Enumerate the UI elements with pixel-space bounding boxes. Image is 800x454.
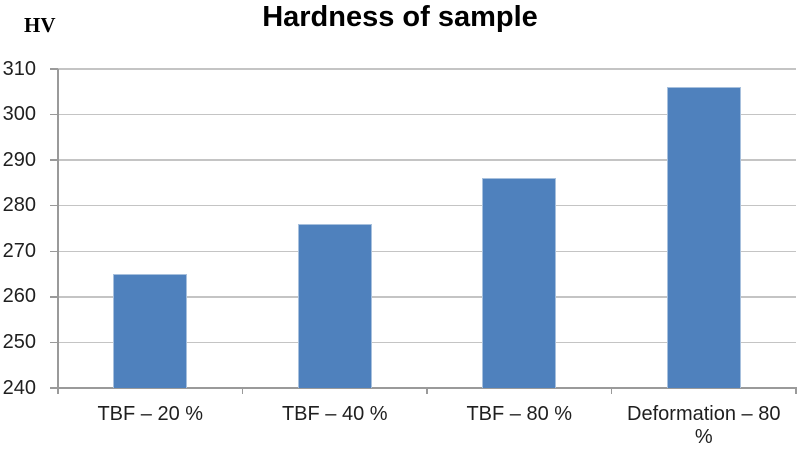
bar-4: [666, 87, 741, 388]
y-tick-label: 270: [2, 239, 36, 262]
bar-2: [297, 223, 372, 388]
y-axis-unit-label: HV: [24, 13, 56, 37]
y-gridline: [58, 250, 796, 253]
y-gridline: [58, 204, 796, 207]
y-tick: [50, 296, 58, 298]
x-category-label: TBF – 20 %: [97, 403, 204, 425]
y-tick-label: 290: [2, 148, 36, 171]
y-gridline: [58, 68, 796, 70]
y-tick-label: 300: [2, 103, 36, 126]
x-tick: [795, 388, 797, 394]
y-tick: [50, 159, 58, 161]
x-tick: [241, 388, 244, 394]
chart-title: Hardness of sample: [262, 1, 538, 33]
y-gridline: [58, 159, 796, 161]
y-tick-label: 310: [2, 57, 36, 80]
y-gridline: [58, 341, 796, 344]
x-axis-line: [50, 387, 797, 389]
x-category-label: TBF – 80 %: [466, 403, 573, 425]
y-gridline: [58, 296, 796, 298]
y-tick-label: 280: [2, 194, 36, 217]
x-tick: [426, 388, 428, 394]
x-tick: [610, 388, 613, 394]
bar-1: [113, 274, 188, 388]
y-gridline: [58, 113, 796, 116]
y-tick-label: 240: [2, 376, 36, 399]
y-tick-label: 250: [2, 330, 36, 353]
y-tick: [50, 250, 58, 253]
y-axis-line: [57, 69, 59, 394]
y-tick: [50, 341, 58, 344]
y-tick-label: 260: [2, 285, 36, 308]
y-tick: [50, 204, 58, 207]
bar-3: [482, 178, 557, 388]
x-category-label: TBF – 40 %: [281, 403, 388, 425]
y-tick: [50, 113, 58, 116]
x-category-label: Deformation – 80 %: [627, 403, 781, 448]
y-tick: [50, 68, 58, 70]
